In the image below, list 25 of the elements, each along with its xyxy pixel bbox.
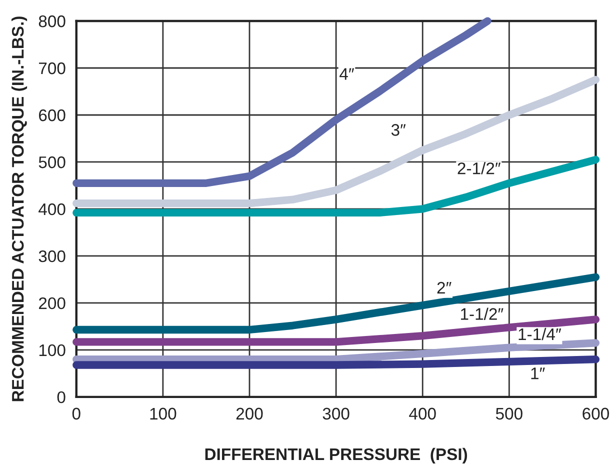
- y-tick-label: 600: [39, 109, 66, 122]
- series-label: 2-1/2″: [458, 162, 501, 174]
- y-tick-label: 400: [38, 203, 66, 216]
- y-tick-label: 200: [38, 297, 66, 310]
- series-label: 1-1/4″: [518, 328, 562, 340]
- x-tick-label: 300: [322, 408, 350, 420]
- x-tick-label: 600: [582, 408, 609, 420]
- y-tick-label: 300: [38, 250, 66, 262]
- x-axis-title: DIFFERENTIAL PRESSURE (PSI): [205, 448, 468, 464]
- y-tick-label: 800: [38, 15, 66, 28]
- x-tick-label: 200: [236, 408, 263, 420]
- y-tick-label: 0: [57, 391, 66, 404]
- series-label: 4″: [340, 68, 354, 80]
- y-tick-label: 100: [39, 344, 66, 356]
- y-tick-label: 500: [38, 156, 66, 168]
- x-tick-label: 0: [72, 408, 80, 420]
- x-tick-label: 500: [496, 408, 522, 420]
- series-label: 1-1/2″: [460, 308, 504, 320]
- series-label: 2″: [437, 282, 452, 294]
- x-tick-label: 100: [150, 408, 176, 420]
- series-label: 3″: [391, 124, 406, 136]
- y-axis-title: RECOMMENDED ACTUATOR TORQUE (IN.-LBS.): [12, 16, 28, 402]
- x-tick-label: 400: [409, 408, 436, 420]
- y-tick-label: 700: [39, 62, 66, 74]
- series-label: 1″: [531, 368, 545, 380]
